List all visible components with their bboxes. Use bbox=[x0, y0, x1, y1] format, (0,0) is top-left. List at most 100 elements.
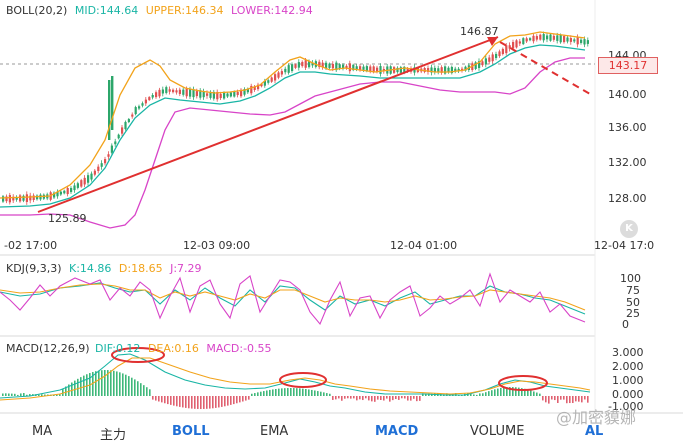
macd-bar bbox=[74, 380, 76, 396]
macd-bar bbox=[284, 388, 286, 396]
macd-bar bbox=[311, 389, 313, 396]
macd-bar bbox=[509, 387, 511, 396]
annotation-circle-3 bbox=[498, 375, 548, 391]
macd-bar bbox=[488, 391, 490, 396]
macd-bar bbox=[530, 390, 532, 396]
candle-body bbox=[12, 196, 15, 201]
candle-body bbox=[15, 197, 18, 200]
candle-body bbox=[348, 63, 351, 72]
macd-bar bbox=[518, 387, 520, 396]
macd-bar bbox=[119, 372, 121, 396]
macd-bar bbox=[296, 388, 298, 396]
macd-axis-label: -1.000 bbox=[608, 400, 644, 413]
candle-body bbox=[518, 41, 521, 44]
macd-bar bbox=[122, 373, 124, 396]
candle-body bbox=[539, 34, 542, 40]
macd-bar bbox=[125, 374, 127, 396]
tab-boll[interactable]: BOLL bbox=[172, 424, 210, 439]
macd-bar bbox=[395, 396, 397, 399]
candle-body bbox=[111, 76, 114, 130]
candle-body bbox=[97, 166, 100, 172]
macd-bar bbox=[65, 386, 67, 396]
macd-bar bbox=[353, 396, 355, 399]
candle-body bbox=[202, 91, 205, 98]
candle-body bbox=[250, 85, 253, 94]
tab-ema[interactable]: EMA bbox=[260, 424, 289, 439]
candle-body bbox=[481, 61, 484, 66]
macd-bar bbox=[158, 396, 160, 402]
tab-volume[interactable]: VOLUME bbox=[470, 424, 525, 439]
macd-bar bbox=[164, 396, 166, 404]
macd-bar bbox=[569, 396, 571, 404]
macd-bar bbox=[290, 388, 292, 396]
macd-bar bbox=[416, 396, 418, 402]
candle-body bbox=[73, 185, 76, 191]
candle-body bbox=[212, 91, 215, 99]
candle-body bbox=[437, 68, 440, 72]
macd-bar bbox=[131, 377, 133, 396]
time-axis-label: 12-04 01:00 bbox=[390, 239, 458, 252]
macd-bar bbox=[236, 396, 238, 404]
macd-bar bbox=[413, 396, 415, 399]
candle-body bbox=[331, 63, 334, 69]
macd-bar bbox=[404, 396, 406, 399]
macd-bar bbox=[134, 379, 136, 396]
macd-bar bbox=[359, 396, 361, 400]
macd-bar bbox=[200, 396, 202, 409]
candle-body bbox=[563, 36, 566, 43]
candle-body bbox=[369, 66, 372, 72]
macd-bar bbox=[59, 394, 61, 396]
macd-bar bbox=[179, 396, 181, 407]
macd-bar bbox=[26, 394, 28, 396]
tab-main-force[interactable]: 主力 bbox=[100, 428, 127, 443]
macd-bar bbox=[20, 393, 22, 396]
candle-body bbox=[104, 159, 107, 164]
candle-body bbox=[576, 37, 579, 45]
candle-body bbox=[138, 106, 141, 109]
macd-bar bbox=[239, 396, 241, 403]
tab-all[interactable]: AL bbox=[585, 424, 604, 439]
macd-bar bbox=[101, 370, 103, 396]
candle-body bbox=[53, 192, 56, 198]
macd-bar bbox=[143, 385, 145, 396]
macd-bar bbox=[419, 396, 421, 401]
macd-bar bbox=[230, 396, 232, 405]
macd-bar bbox=[356, 396, 358, 401]
candle-body bbox=[141, 103, 144, 106]
candle-body bbox=[117, 134, 120, 139]
macd-title: MACD(12,26,9) bbox=[6, 342, 90, 355]
candle-body bbox=[484, 58, 487, 65]
time-axis-label: 12-04 17:0 bbox=[594, 239, 655, 252]
candle-body bbox=[342, 64, 345, 69]
candle-body bbox=[569, 38, 572, 42]
candle-body bbox=[155, 92, 158, 98]
candle-body bbox=[355, 66, 358, 70]
macd-bar bbox=[191, 396, 193, 409]
candle-body bbox=[280, 71, 283, 75]
time-axis-label: -02 17:00 bbox=[4, 239, 58, 252]
candle-body bbox=[532, 35, 535, 42]
k-badge[interactable]: K bbox=[620, 220, 638, 238]
macd-bar bbox=[263, 391, 265, 396]
trend-arrowhead-up bbox=[487, 37, 498, 46]
candle-body bbox=[586, 40, 589, 44]
candle-body bbox=[270, 77, 273, 82]
kdj-axis-label: 50 bbox=[626, 296, 640, 309]
macd-bar bbox=[338, 396, 340, 399]
tab-ma[interactable]: MA bbox=[32, 424, 53, 439]
macd-dea-line bbox=[0, 357, 591, 401]
candle-body bbox=[345, 65, 348, 69]
macd-bar bbox=[23, 393, 25, 396]
macd-bar bbox=[92, 372, 94, 396]
candle-body bbox=[56, 191, 59, 197]
tab-macd[interactable]: MACD bbox=[375, 424, 419, 439]
candle-body bbox=[158, 89, 161, 97]
candle-body bbox=[318, 61, 321, 68]
macd-bar bbox=[524, 388, 526, 396]
macd-axis-label: 2.000 bbox=[612, 360, 644, 373]
kdj-j-value: J:7.29 bbox=[170, 262, 202, 275]
candle-body bbox=[236, 91, 239, 96]
macd-bar bbox=[500, 387, 502, 396]
macd-bar bbox=[422, 393, 424, 396]
macd-bar bbox=[479, 393, 481, 396]
